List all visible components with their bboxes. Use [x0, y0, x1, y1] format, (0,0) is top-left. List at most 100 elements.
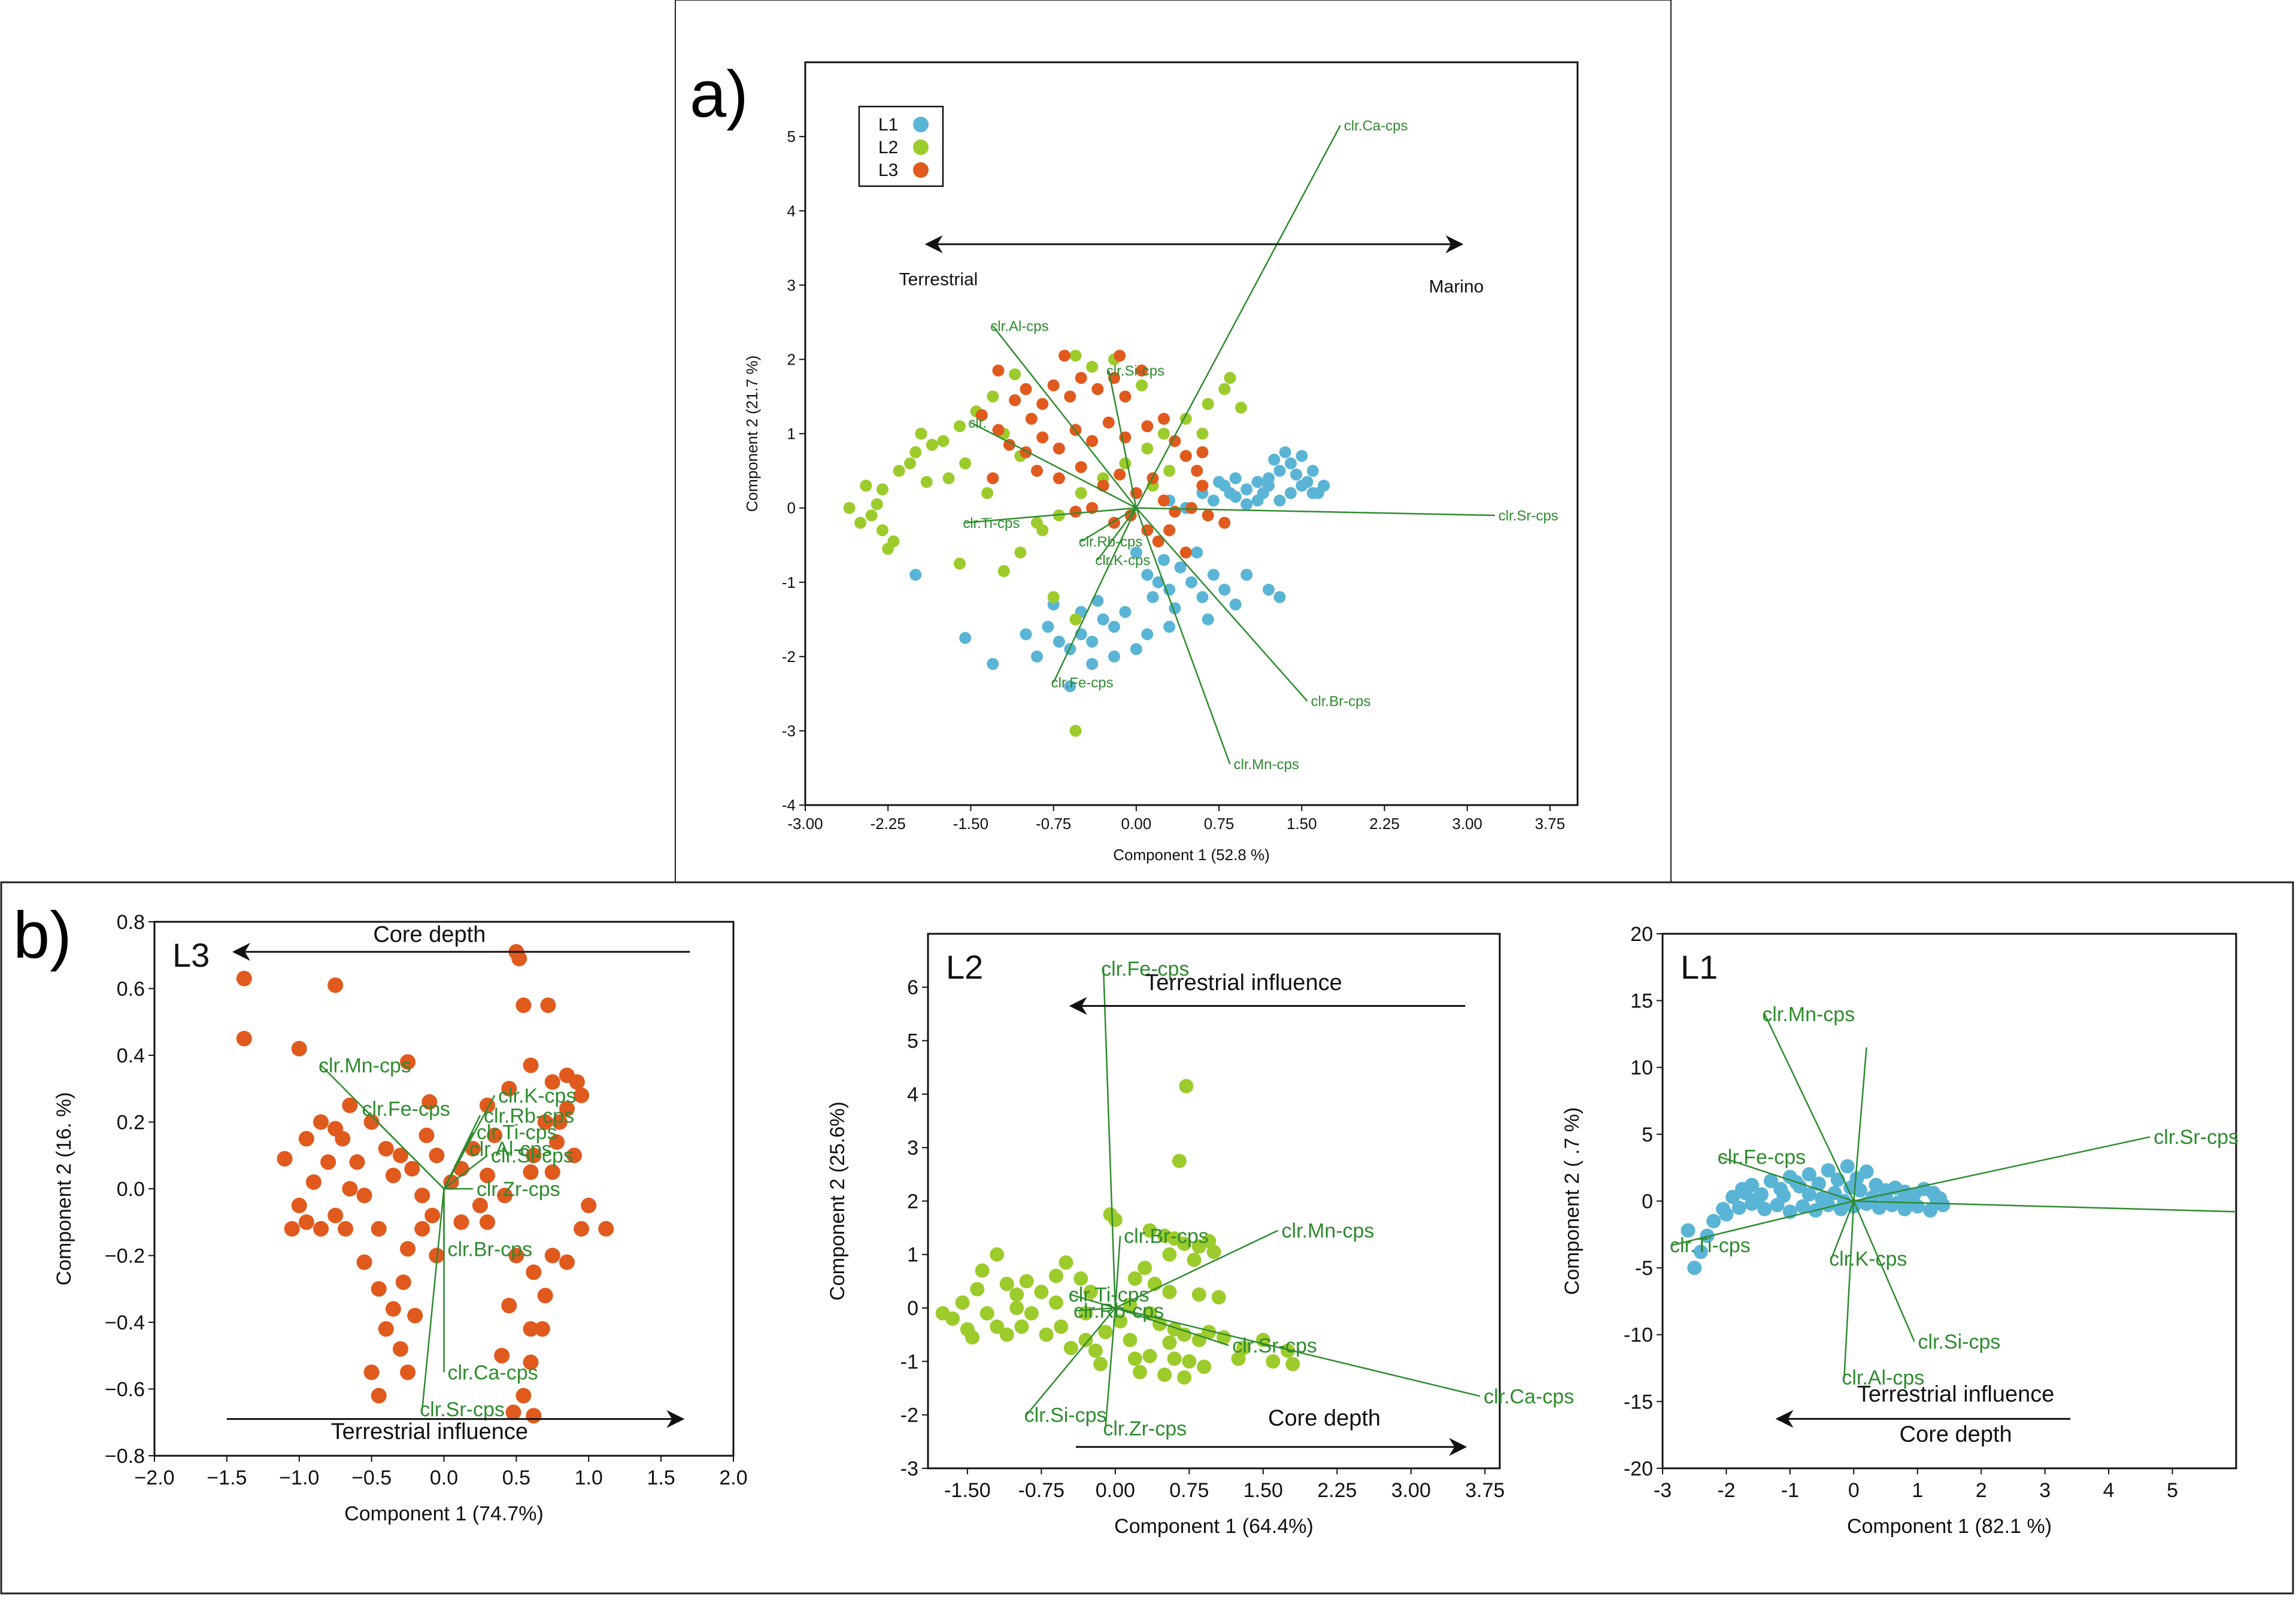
- point-L3: [342, 1181, 358, 1197]
- point-L1: [1731, 1200, 1746, 1215]
- y-tick-label: -10: [1624, 1324, 1653, 1347]
- point-L3: [992, 424, 1005, 436]
- point-L1: [1163, 584, 1176, 596]
- y-tick-label: 20: [1630, 923, 1653, 946]
- annotation-text: Terrestrial: [899, 269, 978, 289]
- x-tick-label: 2.25: [1317, 1479, 1357, 1502]
- point-L3: [472, 1197, 488, 1213]
- point-L3: [414, 1188, 430, 1204]
- panel-title: L2: [946, 948, 983, 986]
- vector-label: clr.Fe-cps: [1051, 675, 1114, 691]
- point-L2: [1009, 368, 1021, 381]
- y-tick-label: 5: [907, 1030, 918, 1053]
- x-tick-label: −1.0: [279, 1467, 319, 1489]
- point-L1: [1700, 1228, 1715, 1243]
- point-L3: [559, 1254, 575, 1270]
- point-L3: [392, 1147, 408, 1164]
- point-L3: [400, 1241, 416, 1257]
- x-tick-label: 3.75: [1465, 1479, 1505, 1502]
- loading-vector: [1115, 1307, 1481, 1397]
- point-L3: [537, 1114, 553, 1130]
- vector-label: clr.Ti-cps: [1069, 1284, 1149, 1307]
- point-L3: [378, 1141, 394, 1157]
- legend-marker-L2: [913, 139, 929, 155]
- point-L3: [1114, 350, 1126, 362]
- point-L3: [1119, 390, 1132, 403]
- point-L3: [1191, 464, 1203, 477]
- point-L1: [1751, 1191, 1766, 1206]
- y-tick-label: -15: [1624, 1391, 1653, 1413]
- point-L3: [1196, 446, 1209, 459]
- x-tick-label: -3: [1654, 1479, 1672, 1502]
- y-axis-label: Component 2 ( .7 %): [1561, 1107, 1584, 1295]
- point-L3: [1097, 479, 1109, 492]
- y-tick-label: −0.2: [105, 1244, 145, 1267]
- point-L1: [1757, 1201, 1772, 1216]
- point-L3: [1202, 509, 1214, 522]
- point-L2: [935, 1306, 950, 1321]
- point-L2: [1224, 372, 1236, 384]
- loading-vector: [1853, 1047, 1867, 1201]
- point-L3: [569, 1074, 585, 1090]
- point-L2: [1163, 464, 1176, 477]
- point-L1: [1257, 487, 1269, 499]
- x-tick-label: −1.5: [207, 1467, 247, 1489]
- y-tick-label: −0.8: [105, 1445, 145, 1468]
- loading-vector: [1097, 507, 1137, 561]
- y-axis-label: Component 2 (25.6%): [826, 1101, 849, 1301]
- point-L1: [1202, 613, 1214, 626]
- point-L3: [1152, 535, 1164, 548]
- point-L3: [1064, 390, 1076, 403]
- point-L1: [1064, 680, 1076, 693]
- loading-vector: [1102, 969, 1117, 1308]
- point-L3: [356, 1188, 372, 1204]
- point-L2: [997, 565, 1010, 578]
- point-L3: [327, 1121, 344, 1137]
- point-L3: [1114, 468, 1126, 481]
- point-L3: [544, 1247, 560, 1264]
- point-L3: [1196, 479, 1209, 492]
- point-L3: [342, 1097, 358, 1113]
- loading-vector: [1075, 1307, 1115, 1311]
- point-L1: [1229, 472, 1242, 484]
- point-L1: [1191, 547, 1203, 559]
- legend-marker-L3: [913, 162, 929, 178]
- point-L1: [1706, 1213, 1721, 1228]
- y-tick-label: 0: [1642, 1190, 1653, 1213]
- point-L2: [854, 517, 867, 529]
- vector-label: clr.Rb-cps: [484, 1104, 574, 1127]
- y-tick-label: 0: [907, 1297, 918, 1320]
- panel-a-label: a): [690, 57, 748, 131]
- point-L3: [505, 1404, 521, 1420]
- legend-label: L1: [878, 115, 898, 135]
- point-L2: [915, 427, 927, 440]
- point-L2: [1034, 1285, 1049, 1300]
- y-tick-label: 15: [1630, 990, 1653, 1013]
- y-tick-label: -3: [900, 1458, 918, 1480]
- point-L3: [992, 365, 1005, 377]
- x-tick-label: 2.0: [719, 1467, 747, 1489]
- point-L3: [327, 977, 344, 993]
- x-tick-label: 1: [1912, 1479, 1923, 1502]
- point-L1: [1693, 1244, 1708, 1259]
- point-L2: [871, 498, 883, 511]
- point-L1: [1020, 628, 1032, 640]
- point-L2: [893, 464, 905, 477]
- point-L1: [1301, 476, 1314, 488]
- point-L3: [549, 1134, 565, 1150]
- x-tick-label: 2.25: [1369, 815, 1400, 833]
- point-L1: [1152, 576, 1164, 588]
- point-L1: [1196, 591, 1209, 603]
- x-tick-label: −0.5: [351, 1467, 392, 1489]
- y-tick-label: 4: [907, 1083, 918, 1106]
- point-L3: [284, 1221, 300, 1237]
- point-L2: [954, 420, 966, 433]
- point-L3: [1102, 416, 1115, 429]
- point-L2: [937, 435, 950, 447]
- point-L1: [1306, 464, 1319, 477]
- point-L2: [1039, 1327, 1054, 1342]
- point-L3: [559, 1101, 575, 1117]
- point-L3: [581, 1197, 597, 1213]
- point-L1: [1725, 1189, 1740, 1204]
- point-L2: [1098, 1325, 1113, 1340]
